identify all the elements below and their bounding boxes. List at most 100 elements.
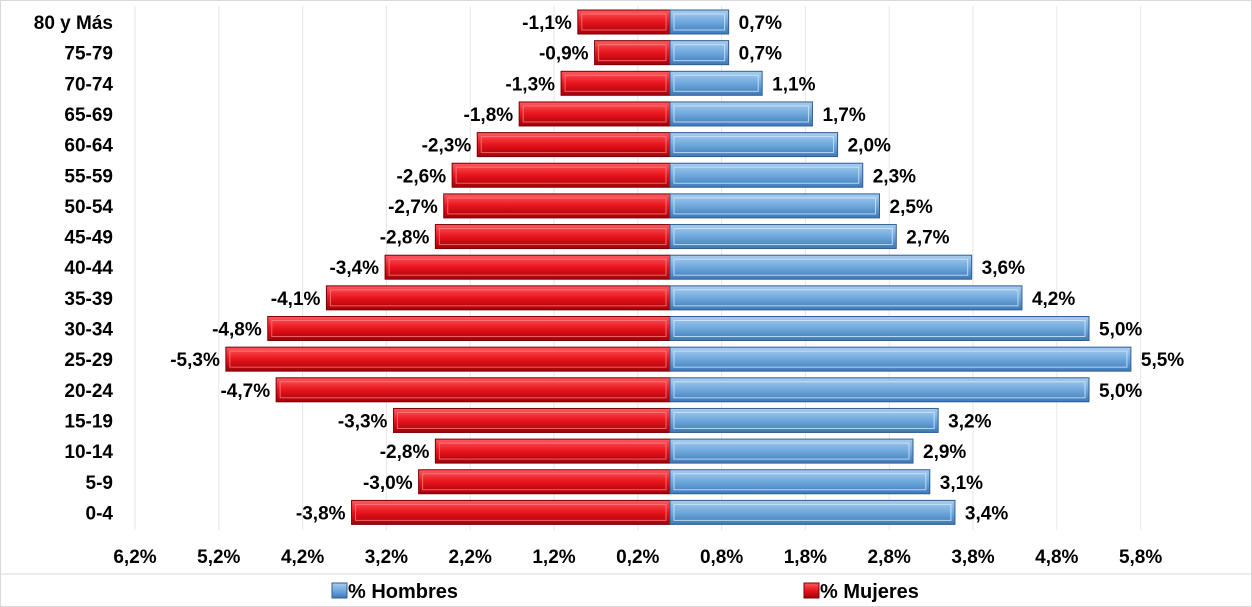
bar-hombres-bevel — [673, 320, 1086, 337]
bar-mujeres-bevel — [388, 258, 667, 276]
data-label-hombres: 2,5% — [890, 197, 933, 218]
data-label-mujeres: -5,3% — [170, 350, 220, 371]
bar-hombres-bevel — [673, 411, 935, 429]
category-label: 75-79 — [64, 44, 113, 65]
data-label-mujeres: -4,8% — [212, 320, 262, 341]
bar-mujeres-bevel — [329, 289, 667, 307]
x-tick-label: 3,2% — [365, 547, 408, 568]
x-tick-label: 0,8% — [700, 547, 743, 568]
legend-item-hombres: % Hombres — [331, 581, 458, 603]
category-labels: 80 y Más 75-79 70-74 65-69 60-64 55-59 50-54 45… — [34, 13, 114, 524]
category-label: 60-64 — [64, 136, 113, 157]
bar-mujeres-bevel — [564, 74, 667, 92]
data-label-mujeres: -2,8% — [380, 228, 430, 249]
category-label: 70-74 — [64, 74, 113, 95]
data-label-mujeres: -0,9% — [539, 44, 589, 65]
category-label: 10-14 — [64, 442, 113, 463]
category-label: 0-4 — [86, 503, 114, 524]
data-label-mujeres: -1,1% — [522, 13, 572, 34]
category-label: 80 y Más — [34, 13, 113, 34]
bar-hombres-bevel — [673, 289, 1019, 307]
category-label: 45-49 — [64, 228, 113, 249]
data-label-hombres: 3,1% — [940, 473, 983, 494]
x-tick-label: 4,2% — [281, 547, 324, 568]
bar-hombres-bevel — [673, 166, 860, 184]
x-tick-label: 3,8% — [951, 547, 994, 568]
x-tick-label: 5,8% — [1119, 547, 1162, 568]
data-label-hombres: 1,1% — [772, 74, 815, 95]
x-axis-tick-labels: 6,2% 5,2% 4,2% 3,2% 2,2% 1,2% 0,2% 0,8% 1,8% 2,8%… — [113, 547, 1162, 568]
category-label: 25-29 — [64, 350, 113, 371]
legend-item-mujeres: % Mujeres — [803, 581, 919, 603]
bar-hombres-bevel — [673, 105, 809, 123]
x-tick-label: 1,2% — [532, 547, 575, 568]
category-label: 20-24 — [64, 381, 113, 402]
category-label: 30-34 — [64, 320, 113, 341]
category-label: 5-9 — [86, 473, 113, 494]
bar-hombres-bevel — [673, 473, 927, 491]
data-label-hombres: 3,4% — [965, 503, 1008, 524]
bar-hombres-bevel — [673, 381, 1086, 399]
bar-hombres-bevel — [673, 44, 726, 62]
data-label-hombres: 4,2% — [1032, 289, 1075, 310]
data-label-mujeres: -1,8% — [464, 105, 514, 126]
data-label-hombres: 2,9% — [923, 442, 966, 463]
legend-label: % Hombres — [348, 581, 458, 603]
data-label-mujeres: -2,6% — [396, 166, 446, 187]
data-label-mujeres: -2,3% — [422, 136, 472, 157]
data-label-hombres: 5,0% — [1099, 381, 1142, 402]
x-tick-label: 0,2% — [616, 547, 659, 568]
bar-mujeres-bevel — [438, 228, 667, 246]
legend-swatch — [331, 582, 348, 599]
bar-hombres-bevel — [673, 350, 1128, 368]
data-label-hombres: 3,2% — [948, 411, 991, 432]
bar-mujeres-bevel — [447, 197, 667, 215]
category-label: 15-19 — [64, 411, 113, 432]
data-label-hombres: 2,7% — [906, 228, 949, 249]
bar-mujeres-bevel — [279, 381, 667, 399]
data-label-mujeres: -4,1% — [271, 289, 321, 310]
data-label-mujeres: -2,8% — [380, 442, 430, 463]
data-label-mujeres: -3,8% — [296, 503, 346, 524]
bar-mujeres-bevel — [480, 136, 667, 154]
category-label: 50-54 — [64, 197, 113, 218]
x-tick-label: 2,8% — [868, 547, 911, 568]
bar-mujeres-bevel — [422, 473, 667, 491]
bar-hombres-bevel — [673, 74, 759, 92]
legend-label: % Mujeres — [820, 581, 919, 603]
category-label: 40-44 — [64, 258, 113, 279]
bar-hombres-bevel — [673, 197, 876, 215]
data-label-mujeres: -3,3% — [338, 411, 388, 432]
bar-hombres-bevel — [673, 442, 910, 460]
data-label-hombres: 2,0% — [848, 136, 891, 157]
data-label-hombres: 1,7% — [822, 105, 865, 126]
x-tick-label: 5,2% — [197, 547, 240, 568]
data-label-mujeres: -2,7% — [388, 197, 438, 218]
data-label-mujeres: -1,3% — [505, 74, 555, 95]
category-label: 65-69 — [64, 105, 113, 126]
data-label-hombres: 0,7% — [739, 44, 782, 65]
bar-mujeres-bevel — [598, 44, 667, 62]
bar-mujeres-bevel — [355, 503, 667, 521]
x-tick-label: 4,8% — [1035, 547, 1078, 568]
data-label-hombres: 5,0% — [1099, 320, 1142, 341]
bar-hombres-bevel — [673, 503, 952, 521]
data-label-mujeres: -4,7% — [220, 381, 270, 402]
bar-mujeres-bevel — [396, 411, 667, 429]
x-tick-label: 2,2% — [449, 547, 492, 568]
bars: -1,1% 0,7% -0,9% 0,7% -1,3% 1,1% -1,8% 1,7% -2,3… — [170, 9, 1184, 525]
x-tick-label: 1,8% — [784, 547, 827, 568]
data-label-hombres: 0,7% — [739, 13, 782, 34]
bar-mujeres-bevel — [581, 13, 667, 31]
category-label: 35-39 — [64, 289, 113, 310]
bar-mujeres-bevel — [229, 350, 667, 368]
data-label-hombres: 2,3% — [873, 166, 916, 187]
data-label-mujeres: -3,4% — [329, 258, 379, 279]
bar-hombres-bevel — [673, 136, 835, 154]
data-label-mujeres: -3,0% — [363, 473, 413, 494]
legend-swatch — [803, 582, 820, 599]
data-label-hombres: 5,5% — [1141, 350, 1184, 371]
bar-mujeres-bevel — [455, 166, 667, 184]
bar-mujeres-bevel — [271, 320, 667, 337]
